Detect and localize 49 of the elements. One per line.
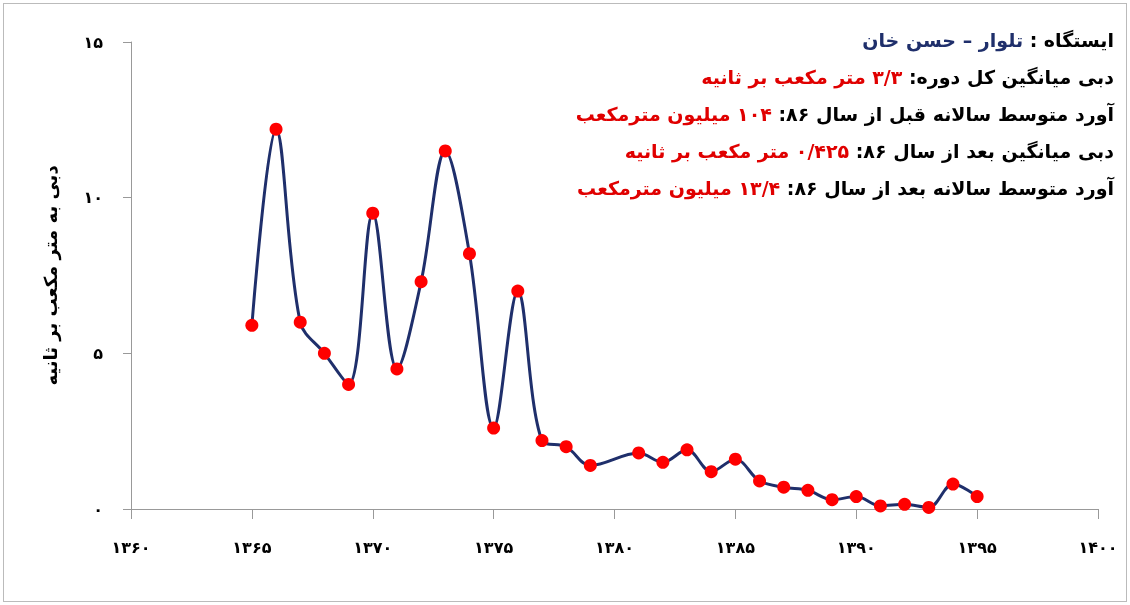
point [946,477,960,491]
point [342,377,356,391]
point [777,480,791,494]
point [317,346,331,360]
point [728,452,742,466]
point [511,284,525,298]
x-tick-label: ۱۳۸۰ [594,537,635,557]
x-tick-label: ۱۳۹۵ [957,537,997,557]
x-tick-label: ۱۳۷۵ [474,537,514,557]
point [656,455,670,469]
point [293,315,307,329]
point [487,421,501,435]
point [559,440,573,454]
annotation: دبی میانگین بعد از سال ۸۶: ۰/۴۲۵ متر مکعب بر ثانیه [624,140,1114,162]
x-tick-label: ۱۳۷۰ [353,537,393,557]
point [922,500,936,514]
point [898,497,912,511]
y-tick-label: ۱۰ [83,188,103,208]
y-tick-label: ۱۵ [83,32,104,52]
point [414,275,428,289]
point [801,483,815,497]
point [390,362,404,376]
point [873,499,887,513]
y-axis-title: دبی به متر مکعب بر ثانیه [39,165,62,386]
y-tick-label: ۵ [93,343,104,363]
point [825,493,839,507]
x-tick-label: ۱۳۸۵ [715,537,756,557]
point [269,122,283,136]
point [704,465,718,479]
x-tick-label: ۱۳۶۵ [232,537,272,557]
point [366,206,380,220]
y-tick-label: ۰ [93,499,103,519]
annotation: آورد متوسط سالانه بعد از سال ۸۶: ۱۳/۴ میلیون مترمکعب [577,177,1114,199]
annotation: دبی میانگین کل دوره: ۳/۳ متر مکعب بر ثانیه [701,66,1114,88]
point [849,490,863,504]
x-tick-label: ۱۴۰۰ [1078,537,1118,557]
point [462,247,476,261]
point [632,446,646,460]
annotation: آورد متوسط سالانه قبل از سال ۸۶: ۱۰۴ میلیون مترمکعب [575,103,1114,125]
point [438,144,452,158]
x-tick-label: ۱۳۶۰ [111,537,151,557]
point [583,458,597,472]
x-tick-label: ۱۳۹۰ [836,537,876,557]
chart-title: ایستگاه : تلوار – حسن خان [862,29,1114,51]
point [970,490,984,504]
point [753,474,767,488]
point [535,434,549,447]
point [245,318,259,332]
point [680,443,694,457]
